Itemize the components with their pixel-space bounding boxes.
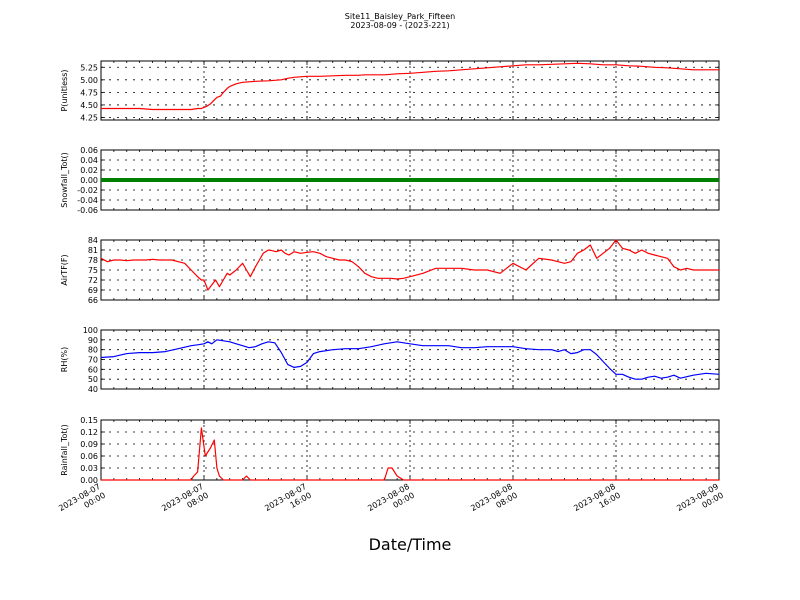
y-tick-label: 80 [88,346,98,355]
chart-title-line2: 2023-08-09 - (2023-221) [350,21,449,30]
y-tick-label: 0.00 [80,476,98,485]
y-tick-label: 0.15 [80,416,98,425]
y-tick-label: 4.75 [80,88,98,97]
y-tick-label: 70 [88,356,98,365]
y-tick-label: 60 [88,365,98,374]
panels: 4.254.504.755.005.25P(unitless)-0.06-0.0… [60,60,720,485]
y-tick-label: 0.04 [80,156,98,165]
y-tick-label: 81 [88,246,98,255]
y-tick-label: 0.06 [80,146,98,155]
panel-2: -0.06-0.04-0.020.000.020.040.06 Snowfall_… [60,146,720,215]
series-line [100,239,719,291]
y-tick-label: -0.02 [77,186,98,195]
y-tick-label: 0.02 [80,166,98,175]
y-tick-label: 0.06 [80,452,98,461]
y-tick-label: -0.04 [77,196,98,205]
chart-title-line1: Site11_Baisley_Park_Fifteen [345,12,455,21]
y-tick-label: 66 [88,296,98,305]
y-axis-label: RH(%) [60,347,69,372]
y-tick-label: 69 [88,286,98,295]
x-axis-label: Date/Time [369,535,452,554]
y-tick-label: 0.09 [80,440,98,449]
y-tick-label: 4.50 [80,101,98,110]
y-tick-label: 72 [88,276,98,285]
panel-5: 0.00 0.03 0.06 0.09 0.12 0.15 Rainfall_Tot() [60,416,720,485]
y-tick-label: 0.03 [80,464,98,473]
series-line [100,339,720,380]
y-tick-label: 4.25 [80,113,98,122]
y-tick-label: -0.06 [77,206,98,215]
panel-1: 4.25 4.50 4.75 5.00 5.25 P(unitless) [60,60,720,122]
y-axis-label: Snowfall_Tot() [60,152,69,208]
y-axis-label: AirTF(F) [60,254,69,285]
series-line [101,62,719,111]
y-tick-label: 75 [88,266,98,275]
y-tick-label: 5.00 [80,76,98,85]
y-tick-label: 84 [88,236,98,245]
y-tick-label: 78 [88,256,98,265]
y-tick-label: 40 [88,385,98,394]
y-tick-label: 0.12 [80,428,98,437]
y-axis-label: Rainfall_Tot() [60,424,69,476]
y-tick-label: 0.00 [80,176,98,185]
y-tick-label: 5.25 [80,63,98,72]
y-tick-label: 100 [83,326,98,335]
y-axis-label: P(unitless) [60,69,69,111]
series-line [101,427,719,481]
y-tick-label: 50 [88,375,98,384]
y-tick-label: 90 [88,336,98,345]
